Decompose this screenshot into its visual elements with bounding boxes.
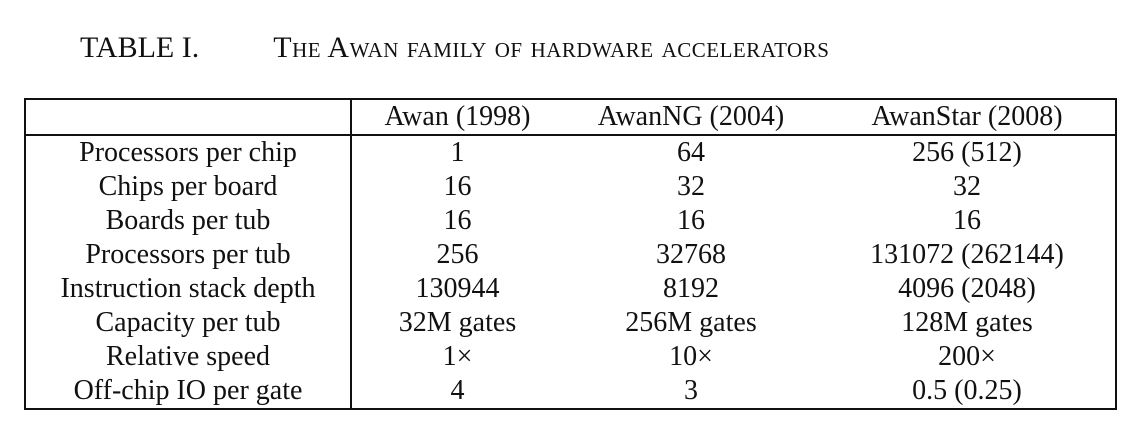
table-cell: 256M gates bbox=[625, 307, 757, 338]
header-row: Awan (1998) AwanNG (2004) AwanStar (2008… bbox=[25, 99, 1116, 136]
row-label: Off-chip IO per gate bbox=[25, 374, 352, 409]
table-row: Processors per chip 1 64 256 (512) bbox=[25, 135, 1116, 170]
table-cell: 1 bbox=[450, 137, 465, 168]
row-label: Relative speed bbox=[25, 340, 352, 374]
accelerator-table: Awan (1998) AwanNG (2004) AwanStar (2008… bbox=[24, 98, 1117, 410]
table-number: TABLE I. bbox=[80, 31, 200, 64]
table-cell: 4096 (2048) bbox=[898, 273, 1036, 304]
table-title: The Awan family of hardware accelerators bbox=[273, 31, 830, 64]
table-cell: 131072 (262144) bbox=[870, 239, 1064, 270]
table-row: Instruction stack depth 130944 8192 4096… bbox=[25, 272, 1116, 306]
table-cell: 4 bbox=[450, 375, 465, 406]
header-awanng: AwanNG (2004) bbox=[563, 99, 819, 136]
table-body: Processors per chip 1 64 256 (512) Chips… bbox=[25, 135, 1116, 409]
table-cell: 16 bbox=[443, 205, 472, 236]
table-cell: 32M gates bbox=[398, 307, 517, 338]
table-cell: 128M gates bbox=[901, 307, 1033, 338]
header-awan: Awan (1998) bbox=[351, 99, 563, 136]
row-label: Capacity per tub bbox=[25, 306, 352, 340]
header-corner bbox=[25, 99, 352, 136]
table-cell: 32 bbox=[677, 171, 705, 202]
table-row: Chips per board 16 32 32 bbox=[25, 170, 1116, 204]
table-row: Processors per tub 256 32768 131072 (262… bbox=[25, 238, 1116, 272]
table-header: Awan (1998) AwanNG (2004) AwanStar (2008… bbox=[25, 99, 1116, 136]
table-cell: 8192 bbox=[663, 273, 719, 304]
table-cell: 256 bbox=[436, 239, 479, 270]
table-row: Capacity per tub 32M gates 256M gates 12… bbox=[25, 306, 1116, 340]
table-cell: 16 bbox=[953, 205, 981, 236]
table-caption: TABLE I. The Awan family of hardware acce… bbox=[80, 28, 829, 68]
table-row: Boards per tub 16 16 16 bbox=[25, 204, 1116, 238]
row-label: Instruction stack depth bbox=[25, 272, 352, 306]
table-row: Off-chip IO per gate 4 3 0.5 (0.25) bbox=[25, 374, 1116, 409]
table-cell: 3 bbox=[684, 375, 698, 406]
table-cell: 10× bbox=[669, 341, 713, 372]
row-label: Chips per board bbox=[25, 170, 352, 204]
table-cell: 16 bbox=[677, 205, 705, 236]
table-cell: 256 (512) bbox=[912, 137, 1022, 168]
table-cell: 0.5 (0.25) bbox=[912, 375, 1022, 406]
table-cell: 64 bbox=[677, 137, 705, 168]
header-awanstar: AwanStar (2008) bbox=[819, 99, 1116, 136]
row-label: Processors per tub bbox=[25, 238, 352, 272]
table-row: Relative speed 1× 10× 200× bbox=[25, 340, 1116, 374]
table-cell: 130944 bbox=[415, 273, 500, 304]
row-label: Boards per tub bbox=[25, 204, 352, 238]
table-cell: 32768 bbox=[656, 239, 726, 270]
table-cell: 32 bbox=[953, 171, 981, 202]
table-cell: 1× bbox=[442, 341, 473, 372]
table-cell: 200× bbox=[938, 341, 996, 372]
row-label: Processors per chip bbox=[25, 135, 352, 170]
table-cell: 16 bbox=[443, 171, 472, 202]
